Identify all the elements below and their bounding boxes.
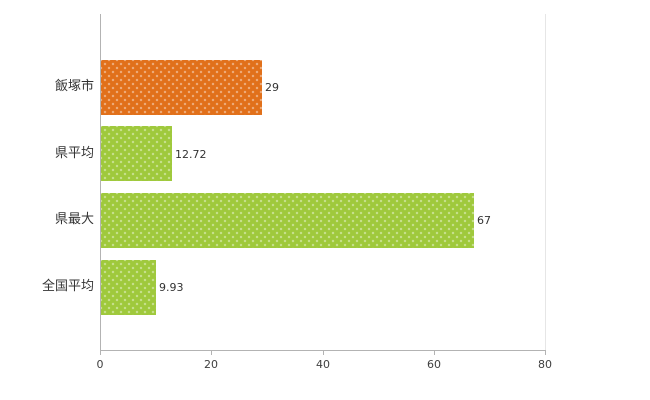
x-tick-label: 0	[96, 358, 104, 371]
x-tick-label: 80	[538, 358, 552, 371]
x-tick-mark	[323, 350, 324, 355]
bar	[101, 126, 172, 182]
x-tick-mark	[211, 350, 212, 355]
bar	[101, 192, 474, 248]
category-label: 県平均	[54, 145, 94, 161]
bar-value-label: 67	[477, 214, 491, 228]
bar-value-label: 29	[265, 81, 279, 94]
y-axis-line	[100, 14, 101, 351]
x-tick-label: 60	[427, 358, 441, 371]
bar	[101, 59, 262, 115]
category-label: 飯塚市	[54, 79, 94, 94]
x-tick-label: 20	[204, 358, 218, 371]
x-tick-label: 40	[316, 358, 330, 371]
bar-value-label: 9.93	[159, 281, 184, 295]
x-tick-mark	[545, 350, 546, 355]
category-label: 全国平均	[41, 279, 94, 295]
bar	[101, 259, 156, 315]
x-tick-mark	[100, 350, 101, 355]
category-label: 県最大	[54, 212, 94, 228]
x-tick-mark	[434, 350, 435, 355]
bar-value-label: 12.72	[175, 147, 207, 161]
plot-right-border	[545, 14, 546, 350]
